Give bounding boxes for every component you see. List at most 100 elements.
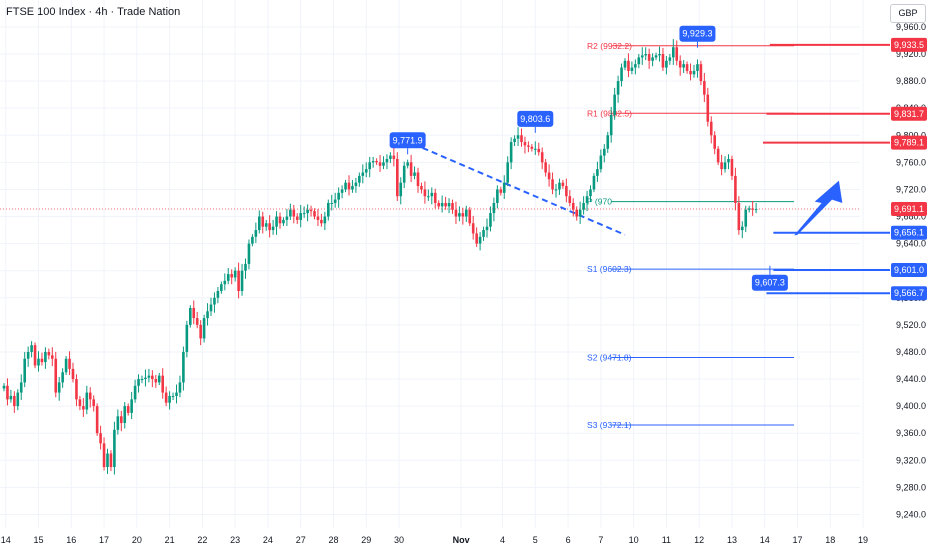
candle-body	[213, 297, 216, 305]
x-tick-label: 15	[33, 535, 43, 545]
candle-body	[206, 311, 209, 319]
candle-body	[430, 192, 434, 197]
candle-body	[254, 230, 258, 237]
price-labels: 9,933.5 9,831.7 9,789.1 9,691.1 9,656.1 9,601…	[891, 37, 927, 301]
candle-body	[561, 182, 565, 187]
y-tick-label: 9,360.0	[896, 428, 926, 438]
candle-body	[696, 64, 699, 71]
candle-body	[2, 385, 6, 389]
candle-body	[323, 216, 327, 224]
candle-body	[520, 135, 523, 143]
candle-body	[130, 399, 133, 413]
candle-body	[382, 162, 385, 166]
price-callout: 9,929.3	[679, 25, 716, 48]
candle-body	[47, 351, 51, 356]
candles	[2, 39, 758, 475]
candle-body	[658, 54, 661, 56]
price-label: 9,789.1	[891, 135, 927, 150]
candle-body	[195, 318, 199, 325]
candle-body	[723, 162, 727, 170]
candle-body	[551, 179, 554, 190]
candle-body	[537, 148, 541, 153]
candle-body	[157, 375, 161, 383]
candle-body	[475, 233, 478, 244]
candle-body	[182, 351, 185, 383]
candle-body	[665, 60, 668, 68]
candle-body	[261, 216, 265, 227]
y-tick-label: 9,280.0	[896, 482, 926, 492]
price-label: 9,933.5	[891, 37, 927, 52]
candle-body	[440, 202, 444, 207]
candle-body	[589, 189, 592, 197]
candle-body	[627, 60, 630, 71]
candle-body	[592, 175, 596, 190]
candle-body	[427, 196, 430, 198]
candle-body	[168, 395, 171, 403]
candle-body	[465, 209, 468, 217]
candle-body	[202, 318, 206, 339]
x-tick-label: 4	[500, 535, 505, 545]
price-label-text: 9,789.1	[894, 138, 924, 148]
candle-body	[340, 189, 344, 193]
candle-body	[706, 94, 710, 122]
y-tick-label: 9,240.0	[896, 509, 926, 519]
x-tick-label: 16	[66, 535, 76, 545]
candle-body	[295, 216, 299, 220]
candle-body	[30, 345, 33, 352]
candle-body	[582, 202, 585, 210]
candle-body	[699, 64, 703, 82]
candle-body	[433, 192, 437, 203]
candle-body	[220, 284, 223, 292]
candle-body	[88, 392, 92, 400]
candle-body	[223, 280, 227, 285]
x-tick-label: 13	[727, 535, 737, 545]
candle-body	[468, 209, 472, 224]
candle-body	[692, 70, 696, 75]
candle-body	[95, 406, 99, 434]
candle-body	[502, 182, 506, 193]
candle-body	[747, 208, 751, 210]
callout-label: 9,771.9	[393, 135, 423, 145]
x-tick-label: 23	[230, 535, 240, 545]
candle-body	[40, 358, 44, 363]
currency-button[interactable]: GBP	[890, 4, 926, 23]
candle-body	[126, 406, 130, 413]
x-tick-label: 5	[533, 535, 538, 545]
candle-body	[106, 453, 109, 468]
candle-body	[603, 148, 606, 156]
candle-body	[313, 211, 316, 217]
x-axis[interactable]: 14 15 16 17 20 21 22 23 24 27 28 29 30 Nov 4 5 6 7 10 11 12 1…	[1, 535, 868, 545]
candle-body	[392, 155, 396, 159]
chart-title: FTSE 100 Index · 4h · Trade Nation	[6, 6, 181, 18]
candle-body	[482, 230, 485, 237]
candle-body	[506, 162, 509, 183]
grid-lines	[0, 0, 864, 528]
candle-body	[513, 138, 516, 143]
candle-body	[230, 274, 233, 278]
candle-body	[102, 443, 106, 468]
price-label-box	[891, 286, 927, 301]
candle-body	[454, 209, 458, 217]
candle-body	[409, 162, 413, 176]
candle-body	[568, 196, 572, 203]
candle-body	[547, 172, 551, 180]
price-label-text: 9,566.7	[894, 288, 924, 298]
callout-label: 9,607.3	[755, 278, 785, 288]
candle-body	[240, 270, 244, 292]
callout-box	[389, 132, 426, 149]
price-label: 9,601.0	[891, 263, 927, 278]
candle-body	[678, 60, 682, 68]
candle-body	[354, 182, 358, 187]
x-tick-label: 17	[792, 535, 802, 545]
x-tick-label: 24	[263, 535, 273, 545]
candle-body	[299, 213, 302, 220]
candle-body	[320, 219, 323, 224]
candle-body	[161, 375, 164, 393]
candle-body	[640, 55, 644, 58]
candle-body	[13, 395, 16, 407]
candle-body	[82, 406, 85, 410]
candle-body	[730, 158, 734, 176]
x-tick-label: 27	[296, 535, 306, 545]
y-tick-label: 9,320.0	[896, 455, 926, 465]
